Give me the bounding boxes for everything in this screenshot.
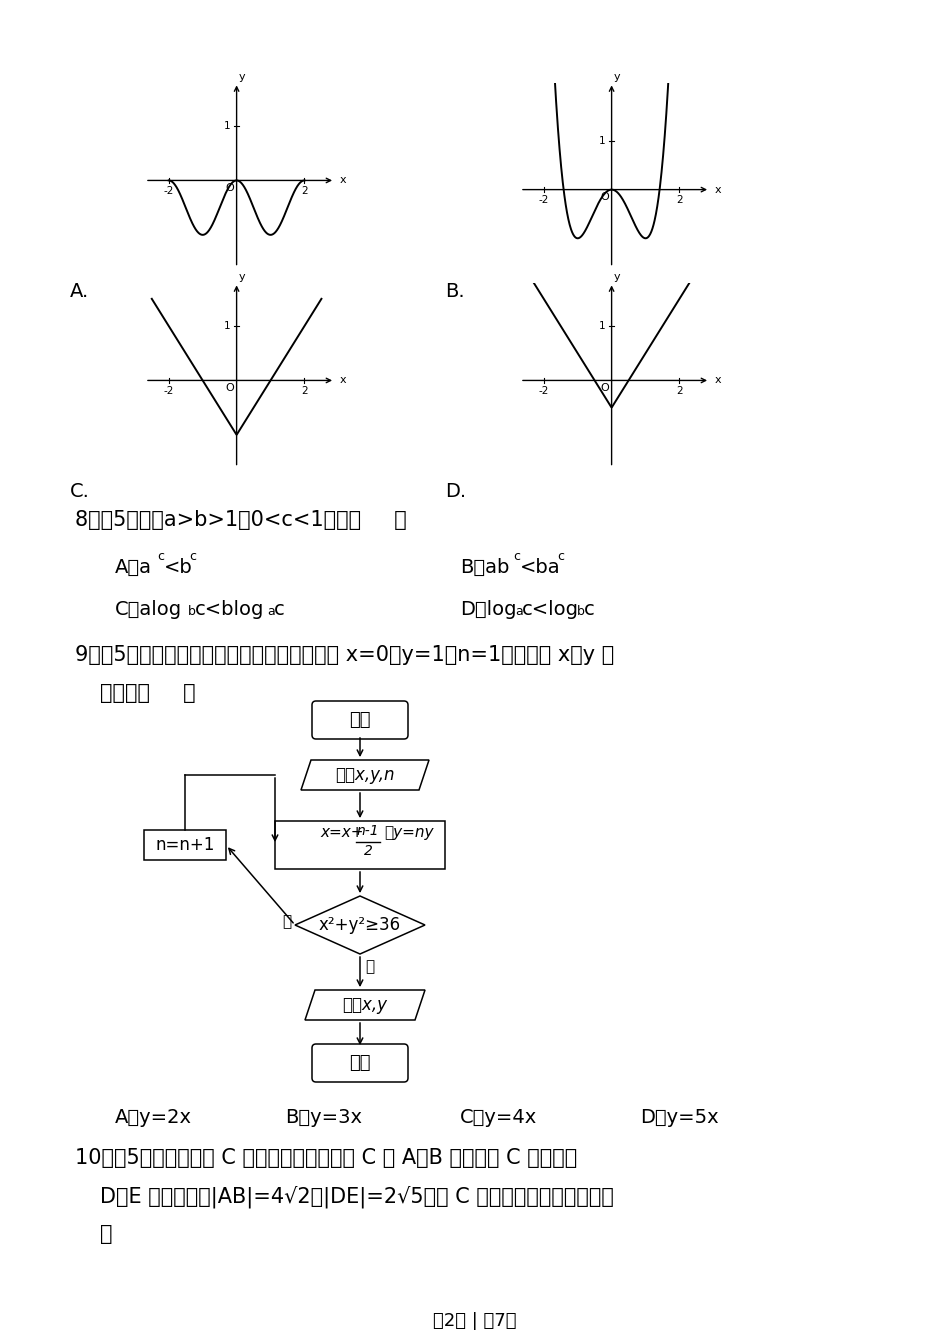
Text: 2: 2 bbox=[676, 195, 683, 206]
Text: a: a bbox=[267, 605, 275, 618]
Text: 输出x,y: 输出x,y bbox=[343, 996, 388, 1013]
Text: O: O bbox=[600, 383, 609, 392]
Text: ，y=ny: ，y=ny bbox=[384, 825, 433, 840]
Text: 1: 1 bbox=[224, 121, 231, 130]
Text: C．y=4x: C．y=4x bbox=[460, 1107, 538, 1128]
Text: 2: 2 bbox=[676, 386, 683, 396]
Text: A．y=2x: A．y=2x bbox=[115, 1107, 192, 1128]
Text: -2: -2 bbox=[539, 386, 549, 396]
Text: B．ab: B．ab bbox=[460, 558, 509, 577]
Text: c: c bbox=[557, 550, 564, 563]
Text: <ba: <ba bbox=[520, 558, 560, 577]
Text: c: c bbox=[274, 599, 285, 620]
Text: 2: 2 bbox=[301, 185, 308, 196]
Text: O: O bbox=[225, 183, 235, 192]
Text: x: x bbox=[340, 375, 347, 386]
Text: 否: 否 bbox=[282, 914, 291, 930]
Text: y: y bbox=[614, 273, 620, 282]
Text: 第2页 | 共7页: 第2页 | 共7页 bbox=[433, 1312, 517, 1331]
Text: 2: 2 bbox=[364, 844, 372, 857]
Text: c: c bbox=[513, 550, 520, 563]
Text: -2: -2 bbox=[163, 386, 174, 396]
Text: y: y bbox=[239, 73, 246, 82]
Text: c: c bbox=[157, 550, 164, 563]
Text: 10．（5分）以抛物线 C 的顶点为圆心的圆交 C 于 A、B 两点，交 C 的准线于: 10．（5分）以抛物线 C 的顶点为圆心的圆交 C 于 A、B 两点，交 C 的… bbox=[75, 1148, 578, 1168]
Text: B．y=3x: B．y=3x bbox=[285, 1107, 362, 1128]
Text: 开始: 开始 bbox=[350, 711, 370, 728]
Text: c: c bbox=[584, 599, 595, 620]
Text: c: c bbox=[189, 550, 196, 563]
Text: x: x bbox=[340, 176, 347, 185]
Text: b: b bbox=[188, 605, 196, 618]
Text: 2: 2 bbox=[301, 386, 308, 396]
Polygon shape bbox=[295, 896, 425, 954]
Text: D．log: D．log bbox=[460, 599, 517, 620]
FancyBboxPatch shape bbox=[312, 702, 408, 739]
Text: c<log: c<log bbox=[522, 599, 579, 620]
Text: x: x bbox=[714, 184, 721, 195]
Text: x=x+: x=x+ bbox=[320, 825, 364, 840]
Text: C．alog: C．alog bbox=[115, 599, 182, 620]
Text: 1: 1 bbox=[599, 321, 606, 331]
FancyBboxPatch shape bbox=[275, 821, 445, 870]
Text: D．y=5x: D．y=5x bbox=[640, 1107, 718, 1128]
Text: -2: -2 bbox=[539, 195, 549, 206]
Text: D.: D. bbox=[445, 482, 466, 501]
Text: -2: -2 bbox=[163, 185, 174, 196]
Text: A．a: A．a bbox=[115, 558, 152, 577]
Text: <b: <b bbox=[164, 558, 193, 577]
Text: 9．（5分）执行下面的程序框图，如果输入的 x=0，y=1，n=1，则输出 x，y 的: 9．（5分）执行下面的程序框图，如果输入的 x=0，y=1，n=1，则输出 x，… bbox=[75, 645, 615, 665]
Text: c<blog: c<blog bbox=[195, 599, 264, 620]
Text: C.: C. bbox=[70, 482, 90, 501]
Text: O: O bbox=[600, 192, 609, 202]
Text: 1: 1 bbox=[599, 136, 606, 146]
Text: n=n+1: n=n+1 bbox=[155, 836, 215, 853]
Text: O: O bbox=[225, 383, 235, 392]
Polygon shape bbox=[301, 759, 429, 790]
Polygon shape bbox=[305, 991, 425, 1020]
Text: 值满足（     ）: 值满足（ ） bbox=[100, 683, 196, 703]
Text: 8．（5分）若a>b>1，0<c<1，则（     ）: 8．（5分）若a>b>1，0<c<1，则（ ） bbox=[75, 509, 407, 530]
FancyBboxPatch shape bbox=[312, 1044, 408, 1082]
FancyBboxPatch shape bbox=[144, 831, 226, 860]
Text: D、E 两点．已知|AB|=4√2，|DE|=2√5，则 C 的焦点到准线的距离为（: D、E 两点．已知|AB|=4√2，|DE|=2√5，则 C 的焦点到准线的距离… bbox=[100, 1185, 614, 1208]
Text: x: x bbox=[714, 375, 721, 386]
Text: 结束: 结束 bbox=[350, 1054, 370, 1073]
Text: n-1: n-1 bbox=[356, 824, 379, 839]
Text: ）: ） bbox=[100, 1224, 112, 1245]
Text: 是: 是 bbox=[365, 960, 374, 974]
Text: y: y bbox=[239, 273, 246, 282]
Text: y: y bbox=[614, 73, 620, 82]
Text: b: b bbox=[577, 605, 585, 618]
Text: A.: A. bbox=[70, 282, 89, 301]
Text: a: a bbox=[515, 605, 523, 618]
Text: 输入x,y,n: 输入x,y,n bbox=[335, 766, 395, 784]
Text: B.: B. bbox=[445, 282, 465, 301]
Text: 1: 1 bbox=[224, 321, 231, 331]
Text: x²+y²≥36: x²+y²≥36 bbox=[319, 917, 401, 934]
